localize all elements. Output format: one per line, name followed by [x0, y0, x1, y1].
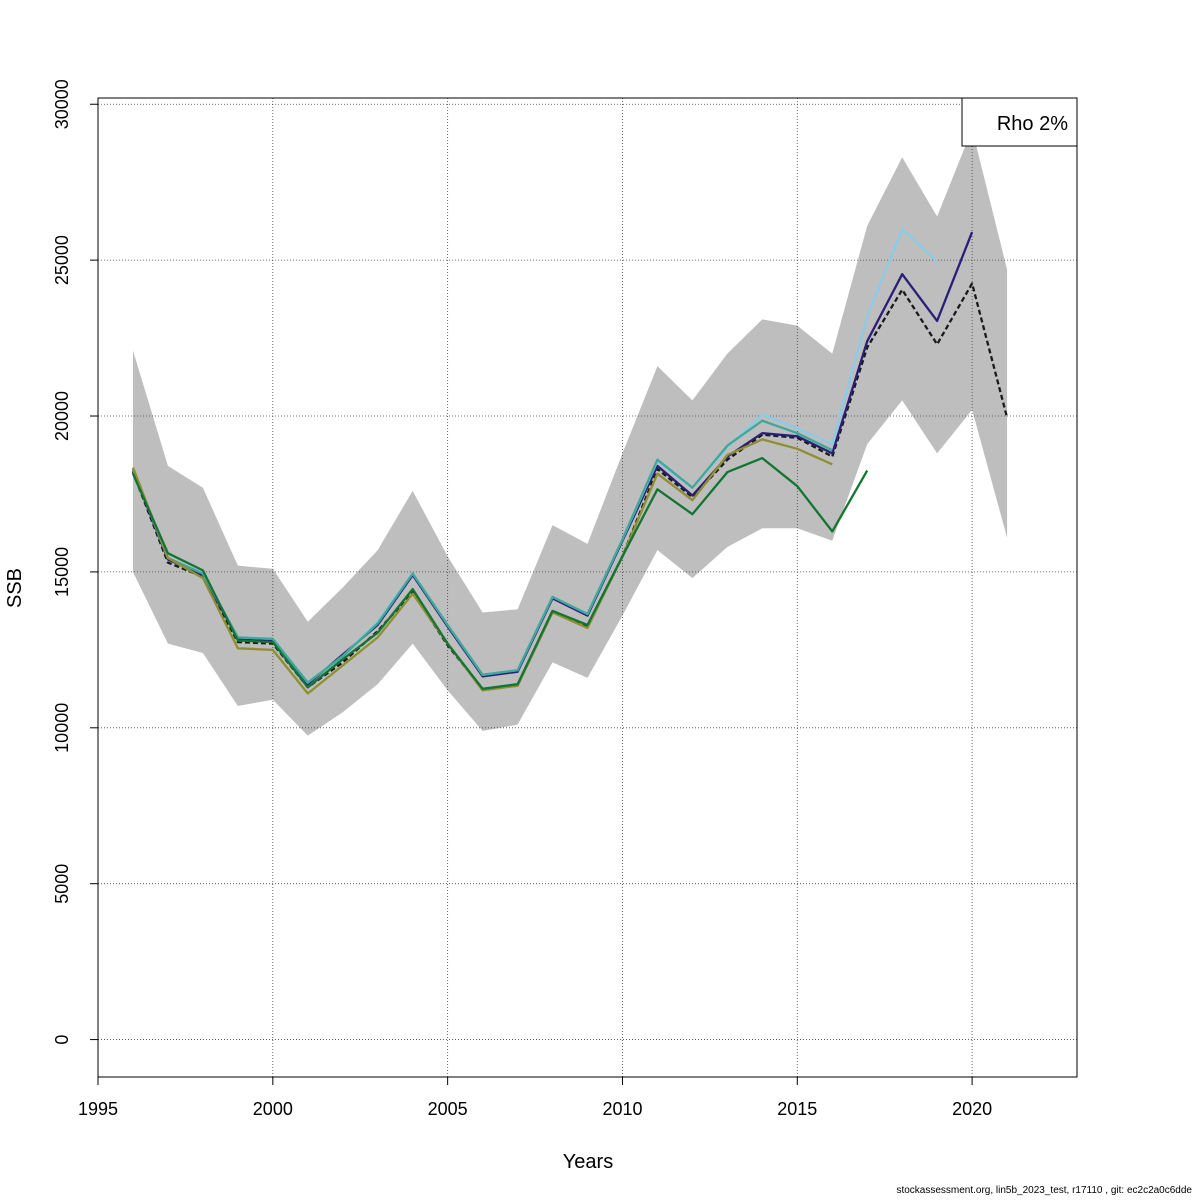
x-tick-label: 2000 [253, 1099, 293, 1119]
legend: Rho 2% [961, 97, 1078, 147]
series-line-5 [131, 438, 833, 695]
x-tick-label: 1995 [78, 1099, 118, 1119]
footer-credit: stockassessment.org, lin5b_2023_test, r1… [896, 1185, 1192, 1196]
legend-text: Rho 2% [997, 113, 1068, 135]
grid-layer [97, 98, 1077, 1077]
x-axis-label: Years [563, 1151, 613, 1173]
x-tick-label: 2020 [952, 1099, 992, 1119]
y-tick-label: 0 [52, 1035, 72, 1045]
y-tick-label: 30000 [52, 79, 72, 129]
y-tick-label: 5000 [52, 864, 72, 904]
series-line-4 [131, 419, 833, 684]
axis-layer: 1995 2000 2005 2010 2015 2020 0 5000 10000 15000 2… [52, 79, 992, 1119]
y-tick-label: 10000 [52, 703, 72, 753]
y-tick-label: 25000 [52, 235, 72, 285]
x-tick-label: 2010 [602, 1099, 642, 1119]
legend-box [961, 97, 1078, 147]
series-layer [131, 227, 1009, 695]
y-axis-label: SSB [4, 568, 26, 608]
series-line-6 [131, 456, 869, 690]
y-tick-label: 15000 [52, 547, 72, 597]
x-tick-label: 2005 [428, 1099, 468, 1119]
confidence-band [132, 129, 1008, 736]
x-tick-label: 2015 [777, 1099, 817, 1119]
y-tick-label: 20000 [52, 391, 72, 441]
confidence-band-layer [132, 129, 1008, 736]
